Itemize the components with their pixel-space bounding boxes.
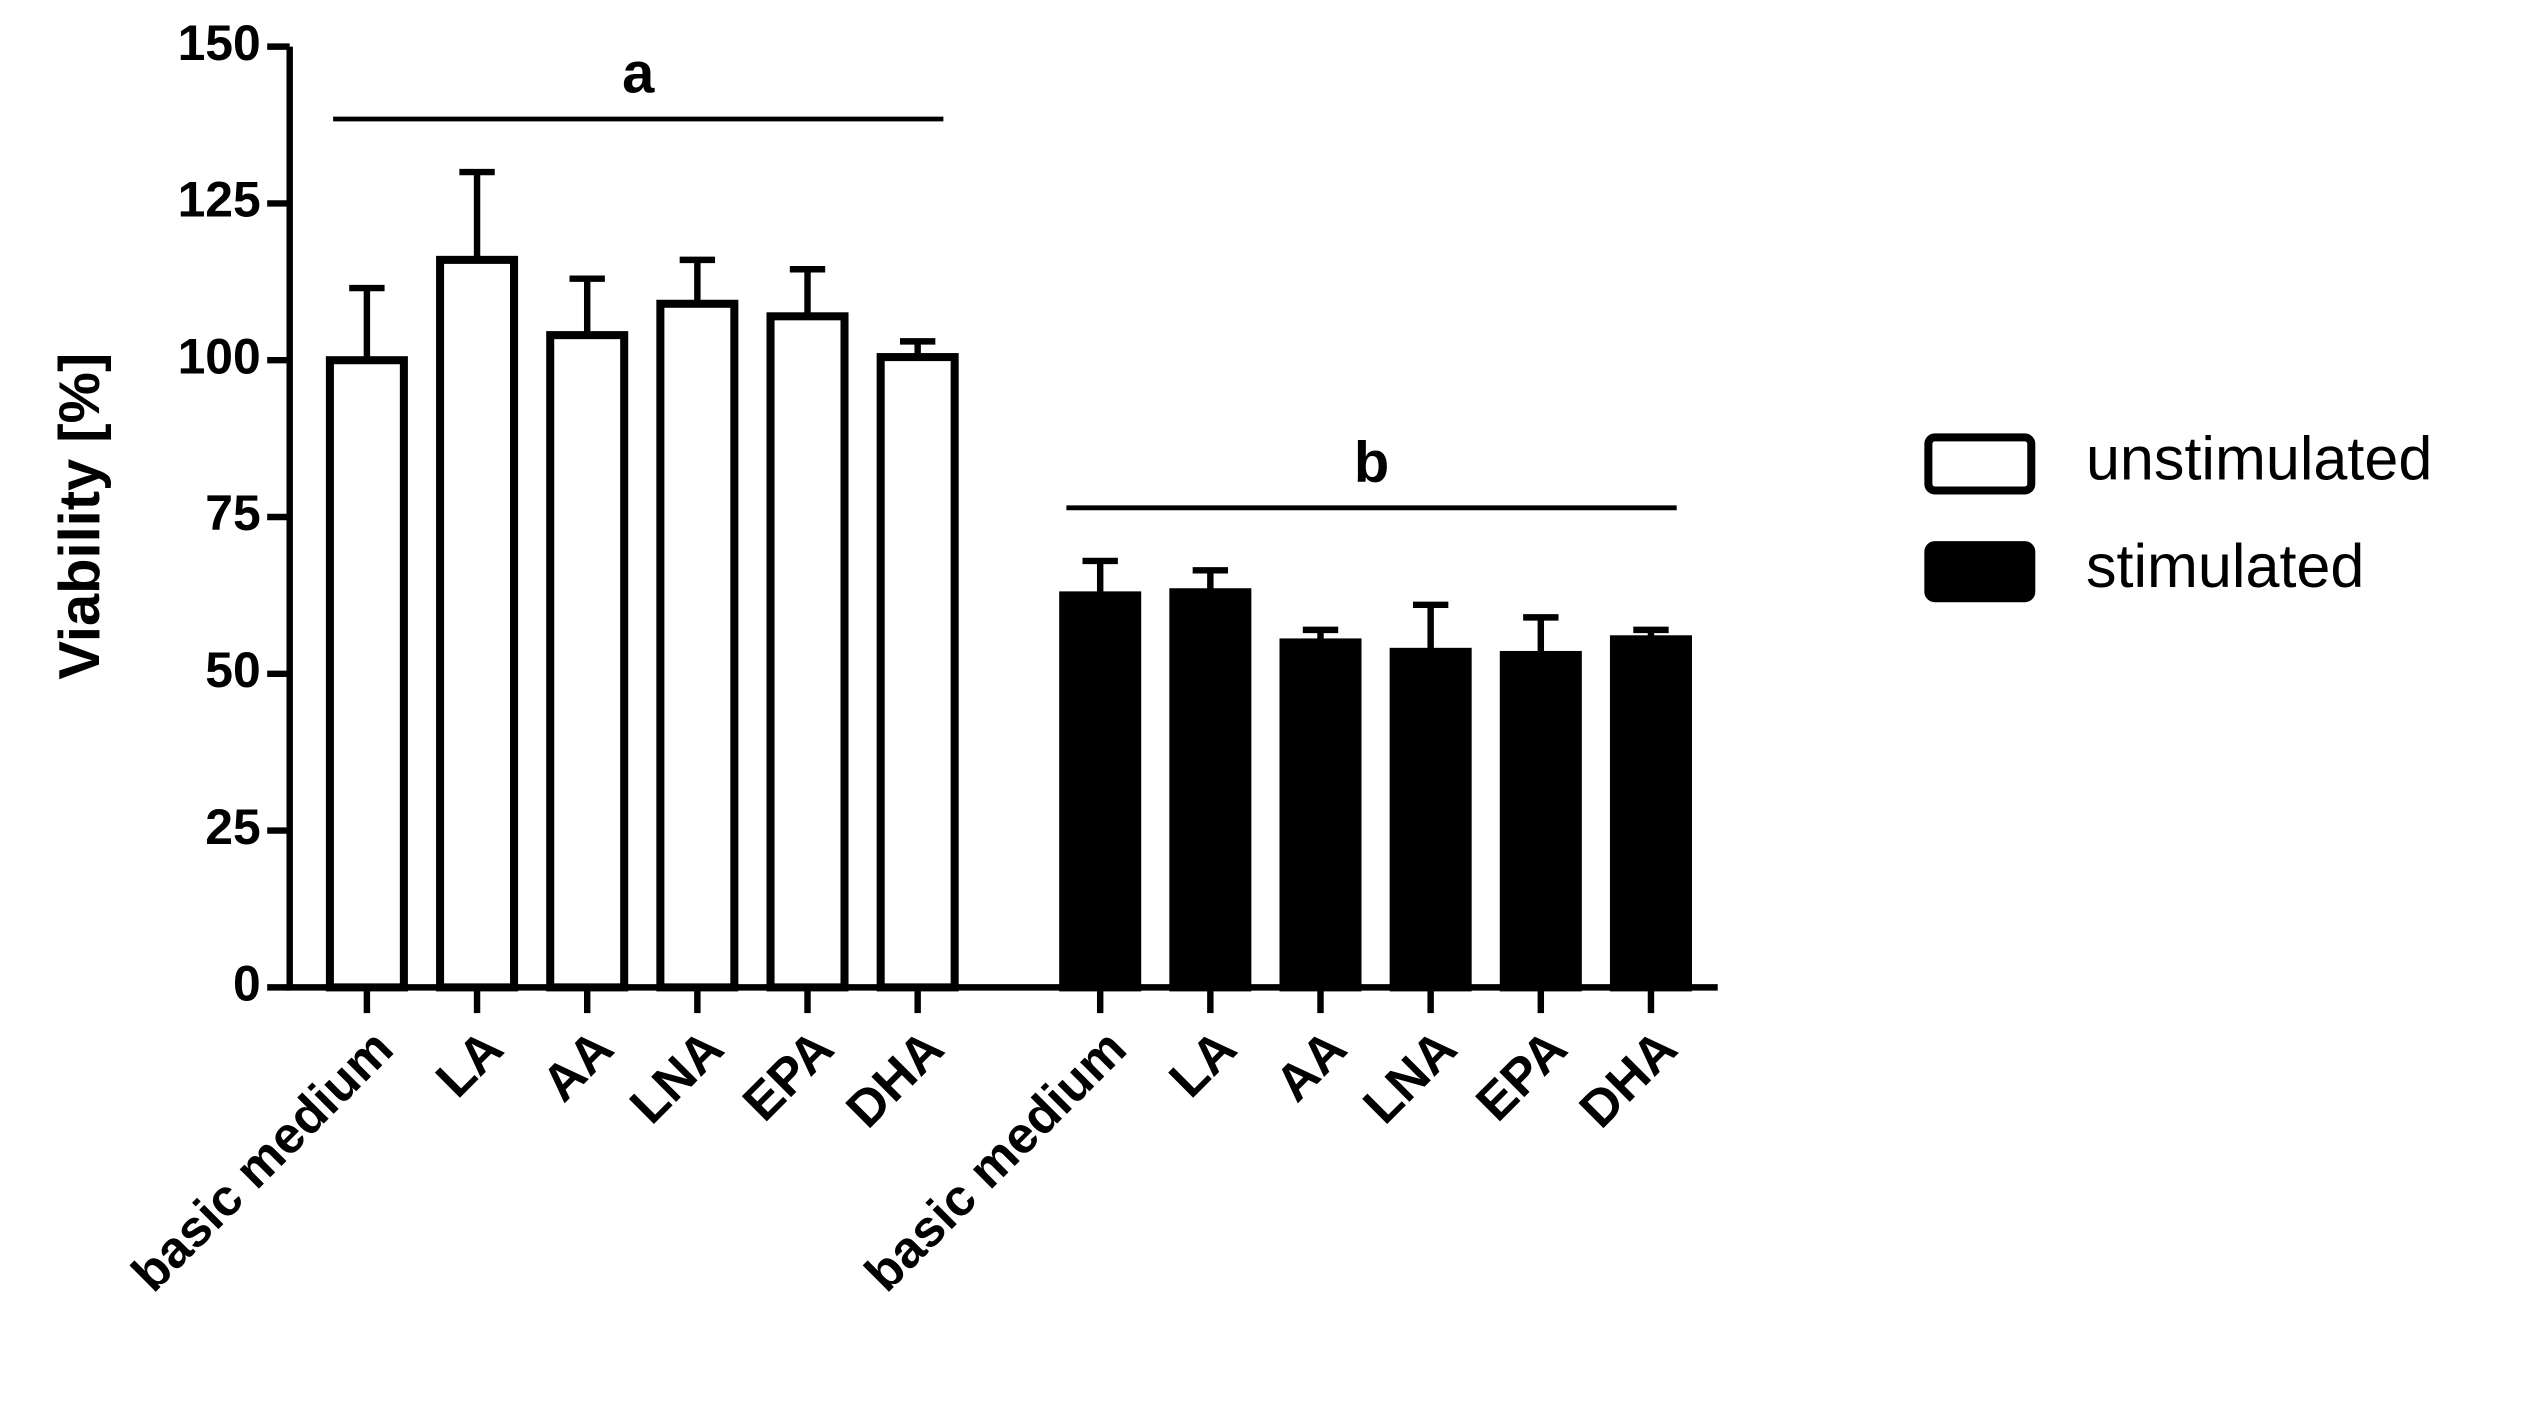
legend-label: stimulated xyxy=(2086,532,2364,600)
x-tick-label: LA xyxy=(1158,1018,1248,1108)
x-tick-label: LNA xyxy=(1352,1018,1468,1134)
y-axis-title: Viability [%] xyxy=(48,353,112,680)
x-tick-label: DHA xyxy=(1568,1018,1688,1138)
legend-swatch xyxy=(1924,433,2036,495)
annotation: a xyxy=(622,41,655,105)
bar xyxy=(436,255,519,992)
legend-label: unstimulated xyxy=(2086,424,2432,492)
bar xyxy=(1169,588,1252,992)
x-tick-label: AA xyxy=(1264,1018,1358,1112)
y-tick-label: 150 xyxy=(178,15,261,71)
bar xyxy=(1389,647,1472,992)
bar xyxy=(1279,638,1362,992)
bar xyxy=(1499,650,1582,992)
x-tick-label: AA xyxy=(530,1018,624,1112)
bar xyxy=(325,356,408,992)
legend-swatch xyxy=(1924,541,2036,603)
y-tick-label: 125 xyxy=(178,172,261,228)
bar xyxy=(1059,591,1142,992)
y-tick-label: 75 xyxy=(205,485,260,541)
x-tick-label: basic medium xyxy=(120,1018,404,1302)
x-tick-label: LNA xyxy=(618,1018,734,1134)
x-tick-label: EPA xyxy=(731,1018,844,1131)
x-tick-label: LA xyxy=(424,1018,514,1108)
annotation: b xyxy=(1354,430,1389,494)
y-tick-label: 0 xyxy=(233,956,261,1012)
bar xyxy=(656,299,739,992)
y-tick-label: 100 xyxy=(178,328,261,384)
bar xyxy=(546,331,629,992)
bar xyxy=(766,312,849,992)
x-tick-label: DHA xyxy=(835,1018,955,1138)
bar xyxy=(1609,635,1692,992)
y-tick-label: 50 xyxy=(205,642,260,698)
x-tick-label: EPA xyxy=(1464,1018,1577,1131)
y-tick-label: 25 xyxy=(205,799,260,855)
bar xyxy=(876,353,959,992)
